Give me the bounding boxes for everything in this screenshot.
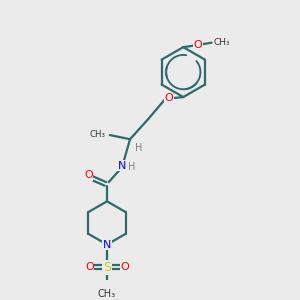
Text: O: O bbox=[85, 262, 94, 272]
Text: CH₃: CH₃ bbox=[214, 38, 230, 47]
Text: CH₃: CH₃ bbox=[98, 289, 116, 299]
Text: N: N bbox=[118, 160, 127, 170]
Text: S: S bbox=[103, 261, 111, 274]
Text: CH₃: CH₃ bbox=[90, 130, 106, 139]
Text: O: O bbox=[193, 40, 202, 50]
Text: O: O bbox=[120, 262, 129, 272]
Text: O: O bbox=[84, 170, 93, 180]
Text: H: H bbox=[128, 162, 136, 172]
Text: O: O bbox=[164, 93, 173, 103]
Text: H: H bbox=[135, 142, 142, 152]
Text: N: N bbox=[103, 240, 111, 250]
